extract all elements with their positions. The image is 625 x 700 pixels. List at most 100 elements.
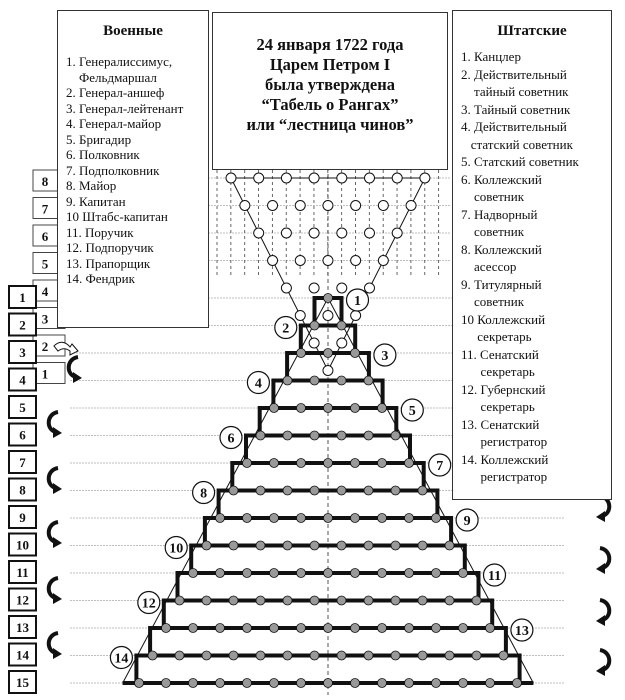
outer-column-box: [8, 505, 37, 529]
civil-rank-item: 8. Коллежский: [461, 241, 542, 257]
curved-arrow-icon: [46, 466, 62, 494]
step-dot: [350, 568, 360, 578]
outer-column-number: 14: [16, 648, 30, 663]
military-rank-item: 4. Генерал-майор: [66, 116, 162, 131]
funnel-node: [391, 227, 403, 239]
rank-number-label: 13: [515, 624, 529, 639]
step-dot: [350, 678, 360, 688]
rank-number-label: 14: [114, 652, 128, 667]
step-dot: [323, 513, 333, 523]
step-dot: [255, 650, 266, 661]
civil-rank-item: советник: [461, 189, 525, 204]
step-dot: [471, 595, 482, 606]
military-rank-item: 9. Капитан: [66, 193, 126, 209]
step-dot: [363, 650, 374, 661]
civil-rank-item: 2. Действительный: [461, 66, 567, 82]
rank-number-marker: 11: [482, 563, 507, 587]
step-dot: [336, 430, 347, 441]
step-dot: [431, 513, 441, 523]
step-dot: [417, 595, 428, 606]
military-heading: Военные: [103, 23, 163, 39]
step-dot: [215, 513, 225, 523]
funnel-node: [308, 337, 320, 349]
funnel-node: [308, 282, 320, 294]
step-dot: [242, 623, 252, 633]
step-dot: [228, 595, 239, 606]
military-rank-item: 3. Генерал-лейтенант: [66, 100, 184, 116]
step-dot: [134, 678, 144, 688]
step-dot: [512, 678, 522, 688]
military-rank-item: Фельдмаршал: [66, 69, 157, 85]
step-dot: [255, 595, 266, 606]
step-dot: [444, 595, 455, 606]
outer-column-number: 15: [16, 675, 30, 690]
civil-rank-item: асессор: [461, 259, 517, 274]
step-dot: [161, 623, 171, 633]
rank-number-marker: 12: [137, 590, 161, 615]
funnel-outline: [230, 177, 426, 372]
funnel-node: [364, 172, 375, 184]
outer-column-number: 9: [19, 510, 26, 525]
step-dot: [458, 568, 468, 578]
outer-column-box: [8, 340, 37, 364]
arrow-head: [53, 648, 62, 659]
rank-number-label: 1: [354, 294, 361, 309]
rank-number-label: 12: [142, 597, 156, 612]
step-dot: [471, 650, 482, 661]
funnel-node: [225, 172, 237, 184]
rank-number-label: 2: [282, 322, 289, 337]
step-dot: [350, 623, 360, 633]
funnel-node: [267, 255, 279, 266]
military-rank-item: 11. Поручик: [66, 224, 134, 240]
step-dot: [228, 650, 239, 661]
outer-column-box: [8, 367, 37, 392]
step-dot: [174, 650, 185, 661]
funnel-node: [322, 255, 334, 266]
step-dot: [458, 623, 468, 633]
step-dot: [323, 348, 333, 358]
rank-number-marker: 3: [373, 343, 397, 367]
step-dot: [309, 540, 320, 551]
civil-rank-item: 5. Статский советник: [461, 154, 579, 169]
step-dot: [228, 485, 239, 496]
arrow-head: [596, 563, 605, 574]
inner-column-box: [32, 362, 66, 384]
arrow-head: [596, 615, 605, 626]
outer-column-number: 12: [16, 593, 29, 608]
step-dot: [336, 375, 347, 386]
step-dot: [309, 650, 320, 661]
step-dot: [269, 568, 279, 578]
funnel-node: [267, 200, 279, 211]
step-dot: [390, 650, 401, 661]
rank-number-circle: [428, 453, 452, 477]
curved-arrow-icon: [46, 410, 62, 438]
step-dot: [377, 623, 387, 633]
curved-arrow-icon: [46, 631, 62, 659]
military-rank-item: 1. Генералиссимус,: [66, 54, 173, 69]
inner-column-number: 1: [42, 367, 49, 382]
title-line: или “лестница чинов”: [246, 115, 414, 134]
civil-rank-item: советник: [461, 224, 525, 239]
curved-arrow-icon: [596, 648, 612, 676]
step-dot: [296, 513, 306, 523]
civil-rank-item: тайный советник: [461, 84, 569, 99]
military-rank-item: 13. Прапорщик: [66, 255, 151, 271]
funnel-node: [280, 282, 292, 294]
step-dot: [431, 623, 441, 633]
funnel-node: [280, 227, 292, 239]
step-dot: [323, 403, 333, 413]
outer-column-number: 2: [19, 318, 26, 333]
rank-number-label: 9: [464, 514, 471, 529]
step-dot: [417, 485, 428, 496]
funnel-node: [322, 365, 334, 376]
step-dot: [390, 485, 401, 496]
outer-column-box: [8, 670, 37, 694]
inner-column-number: 3: [42, 312, 49, 327]
outer-column-box: [8, 422, 37, 447]
step-dot: [323, 293, 333, 303]
military-rank-item: 10 Штабс-капитан: [66, 209, 168, 224]
rank-number-circle: [192, 480, 216, 505]
step-dot: [336, 485, 347, 496]
outer-column-box: [8, 615, 37, 639]
